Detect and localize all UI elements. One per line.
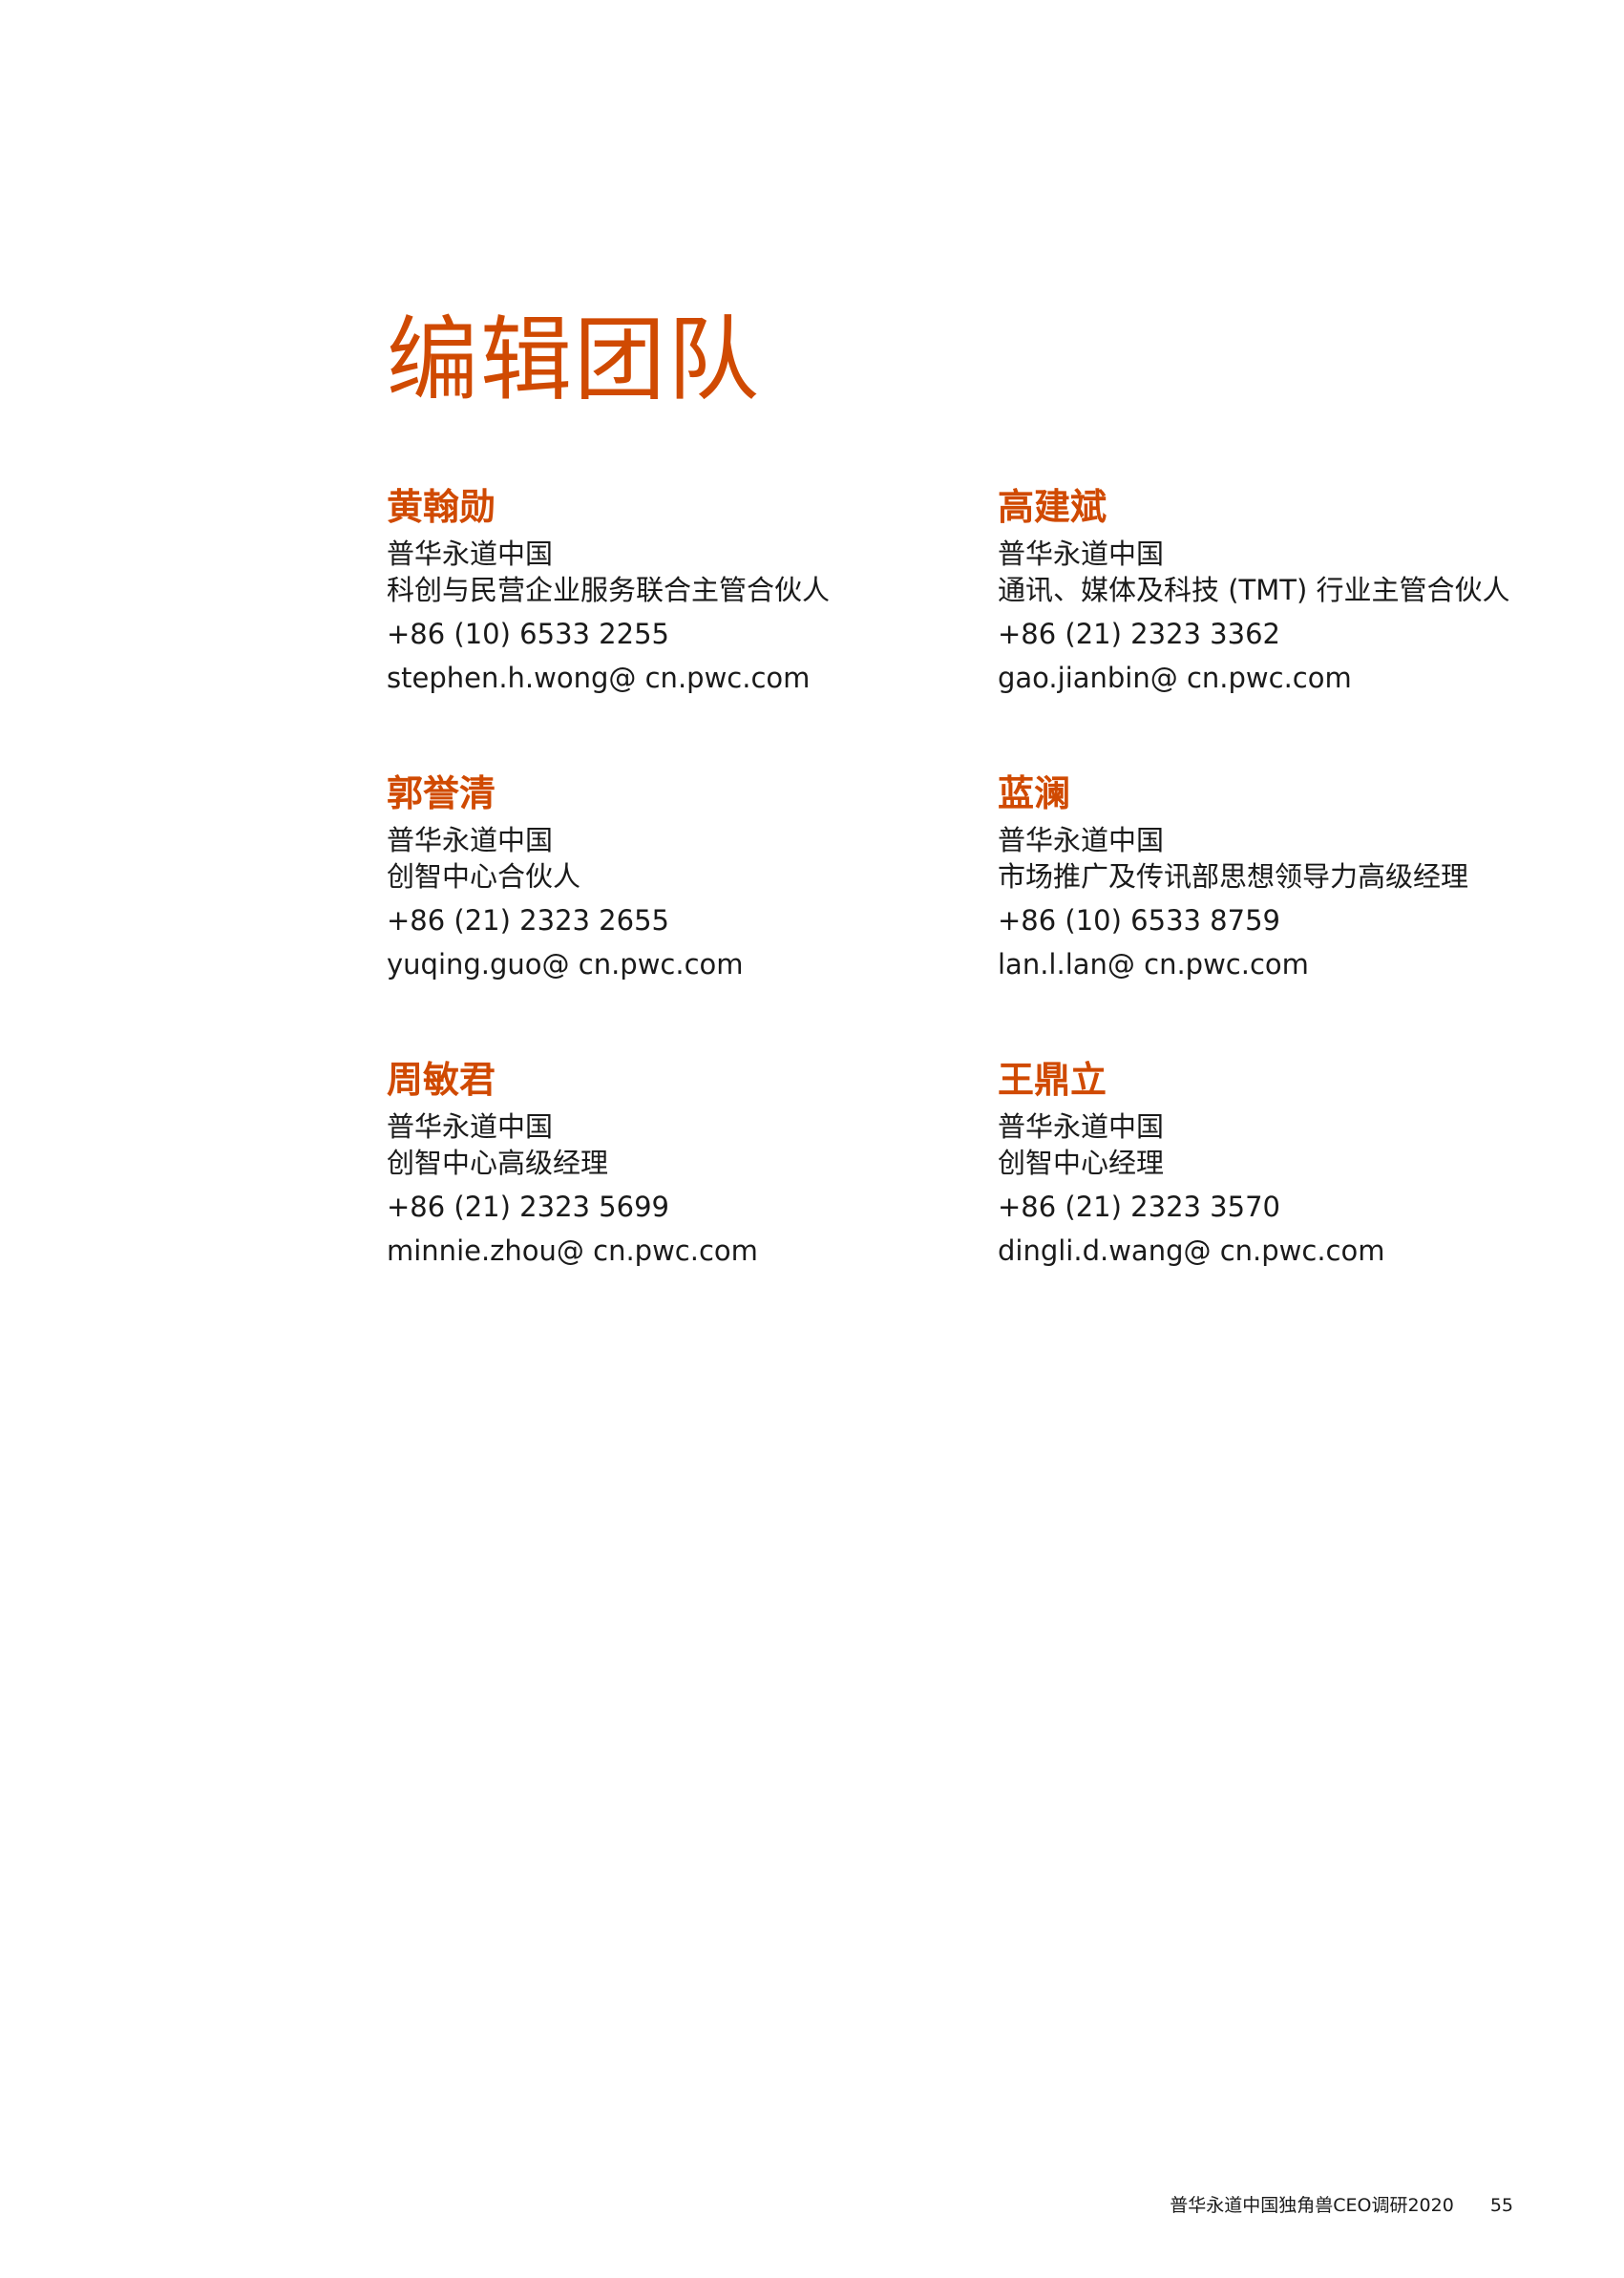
contact-company: 普华永道中国 [998, 538, 1165, 570]
contact-list: 黄翰勋 普华永道中国 科创与民营企业服务联合主管合伙人 +86 (10) 653… [387, 482, 1580, 1341]
contact-company: 普华永道中国 [387, 824, 554, 856]
contact-name: 高建斌 [998, 486, 1107, 528]
contact-card: 蓝澜 普华永道中国 市场推广及传讯部思想领导力高级经理 +86 (10) 653… [998, 769, 1580, 1055]
contact-name: 周敏君 [387, 1059, 496, 1101]
contact-card: 王鼎立 普华永道中国 创智中心经理 +86 (21) 2323 3570 din… [998, 1055, 1580, 1341]
contact-company: 普华永道中国 [998, 824, 1165, 856]
contact-card: 郭誉清 普华永道中国 创智中心合伙人 +86 (21) 2323 2655 yu… [387, 769, 998, 1055]
contact-company: 普华永道中国 [998, 1110, 1165, 1143]
contact-name: 黄翰勋 [387, 486, 496, 528]
page-number: 55 [1489, 2195, 1513, 2216]
contact-email[interactable]: gao.jianbin@ cn.pwc.com [998, 662, 1352, 694]
contact-email[interactable]: stephen.h.wong@ cn.pwc.com [387, 662, 811, 694]
contact-role: 创智中心合伙人 [387, 860, 581, 893]
page-title: 编辑团队 [387, 306, 761, 413]
contact-role: 市场推广及传讯部思想领导力高级经理 [998, 860, 1469, 893]
contact-phone: +86 (21) 2323 2655 [387, 904, 669, 937]
contact-name: 王鼎立 [998, 1059, 1107, 1101]
contact-card: 黄翰勋 普华永道中国 科创与民营企业服务联合主管合伙人 +86 (10) 653… [387, 482, 998, 769]
contact-phone: +86 (10) 6533 2255 [387, 618, 669, 650]
contact-name: 蓝澜 [998, 772, 1071, 814]
contact-name: 郭誉清 [387, 772, 496, 814]
footer-publication-title: 普华永道中国独角兽CEO调研2020 [1170, 2195, 1454, 2216]
contact-phone: +86 (21) 2323 3570 [998, 1191, 1280, 1223]
contact-email[interactable]: yuqing.guo@ cn.pwc.com [387, 948, 744, 981]
contact-role: 通讯、媒体及科技 (TMT) 行业主管合伙人 [998, 574, 1510, 606]
contact-company: 普华永道中国 [387, 538, 554, 570]
contact-role: 创智中心高级经理 [387, 1147, 609, 1179]
contact-email[interactable]: lan.l.lan@ cn.pwc.com [998, 948, 1309, 981]
contact-phone: +86 (21) 2323 5699 [387, 1191, 669, 1223]
contact-card: 周敏君 普华永道中国 创智中心高级经理 +86 (21) 2323 5699 m… [387, 1055, 998, 1341]
contact-phone: +86 (21) 2323 3362 [998, 618, 1280, 650]
contact-role: 科创与民营企业服务联合主管合伙人 [387, 574, 831, 606]
contact-company: 普华永道中国 [387, 1110, 554, 1143]
contact-email[interactable]: minnie.zhou@ cn.pwc.com [387, 1234, 758, 1267]
contact-email[interactable]: dingli.d.wang@ cn.pwc.com [998, 1234, 1385, 1267]
contact-phone: +86 (10) 6533 8759 [998, 904, 1280, 937]
contact-card: 高建斌 普华永道中国 通讯、媒体及科技 (TMT) 行业主管合伙人 +86 (2… [998, 482, 1580, 769]
page-footer: 普华永道中国独角兽CEO调研2020 55 [1170, 2194, 1513, 2217]
contact-role: 创智中心经理 [998, 1147, 1165, 1179]
